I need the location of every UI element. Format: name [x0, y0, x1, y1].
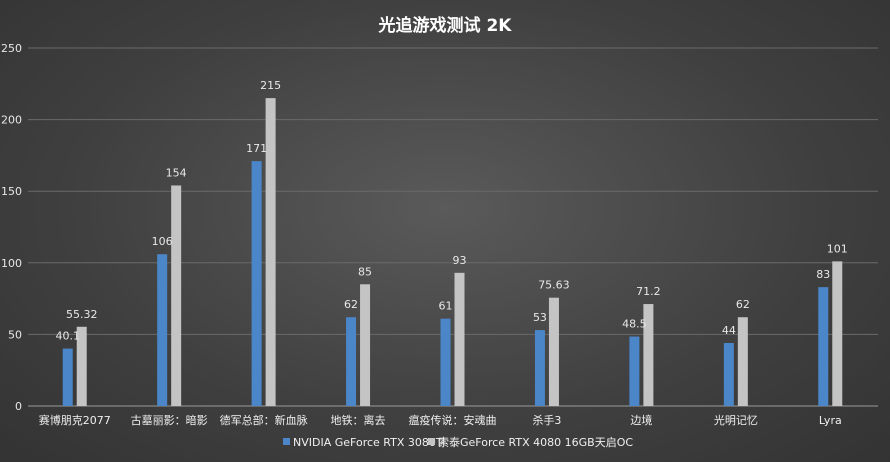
x-category-label: 地铁：离去	[331, 413, 386, 427]
data-label: 154	[166, 166, 187, 179]
x-category-label: 杀手3	[532, 413, 561, 427]
data-label: 75.63	[538, 279, 570, 292]
y-tick-label: 250	[1, 42, 22, 55]
data-label: 44	[722, 324, 736, 337]
x-category-label: 瘟疫传说：安魂曲	[409, 413, 497, 427]
data-label: 106	[152, 235, 173, 248]
bar-rtx4080	[265, 98, 276, 407]
legend-label: NVIDIA GeForce RTX 3080Ti	[293, 436, 445, 449]
bar-rtx4080	[548, 297, 559, 406]
bar-rtx3080ti	[440, 318, 451, 406]
x-category-label: 德军总部：新血脉	[220, 413, 308, 427]
bar-rtx4080	[171, 185, 182, 406]
bar-rtx4080	[832, 261, 843, 406]
data-label: 62	[344, 298, 358, 311]
y-tick-label: 100	[1, 257, 22, 270]
y-tick-label: 0	[15, 400, 22, 413]
data-label: 83	[816, 268, 830, 281]
data-label: 71.2	[636, 285, 661, 298]
bar-rtx3080ti	[251, 161, 262, 406]
bar-rtx3080ti	[818, 287, 829, 406]
data-label: 215	[260, 79, 281, 92]
data-label: 62	[736, 298, 750, 311]
bars	[62, 98, 843, 407]
data-labels: 40.1 55.32 106 154 171 215 62 85 61 93 53 75.63 48.5…	[55, 79, 847, 342]
legend-label: 索泰GeForce RTX 4080 16GB天启OC	[438, 435, 633, 449]
bar-rtx4080	[454, 272, 465, 406]
grid-lines	[28, 47, 878, 407]
chart-title: 光追游戏测试 2K	[378, 15, 513, 36]
y-axis-ticks: 0 50 100 150 200 250	[1, 42, 22, 413]
y-tick-label: 200	[1, 114, 22, 127]
data-label: 53	[533, 311, 547, 324]
x-category-label: Lyra	[819, 414, 842, 427]
data-label: 171	[246, 142, 267, 155]
x-category-label: 赛博朋克2077	[39, 413, 111, 427]
data-label: 48.5	[622, 318, 647, 331]
x-category-label: 光明记忆	[714, 413, 758, 427]
y-tick-label: 150	[1, 185, 22, 198]
bar-rtx4080	[76, 326, 87, 406]
data-label: 40.1	[55, 330, 80, 343]
data-label: 61	[439, 300, 453, 313]
y-tick-label: 50	[8, 328, 22, 341]
bar-rtx3080ti	[534, 330, 545, 406]
bar-rtx3080ti	[629, 336, 640, 406]
x-category-label: 古墓丽影：暗影	[131, 413, 208, 427]
legend-swatch	[428, 438, 435, 445]
bar-rtx3080ti	[62, 348, 73, 406]
bar-rtx4080	[360, 284, 371, 406]
data-label: 93	[453, 254, 467, 267]
data-label: 55.32	[66, 308, 98, 321]
data-label: 85	[358, 265, 372, 278]
bar-rtx4080	[643, 304, 654, 406]
bar-rtx3080ti	[346, 317, 357, 406]
bar-rtx3080ti	[723, 342, 734, 406]
x-axis-categories: 赛博朋克2077 古墓丽影：暗影 德军总部：新血脉 地铁：离去 瘟疫传说：安魂曲 杀手3 边…	[39, 413, 842, 427]
data-label: 101	[827, 242, 848, 255]
legend-swatch	[283, 438, 290, 445]
bar-rtx3080ti	[157, 254, 168, 406]
x-category-label: 边境	[630, 413, 652, 427]
bar-rtx4080	[737, 317, 748, 406]
